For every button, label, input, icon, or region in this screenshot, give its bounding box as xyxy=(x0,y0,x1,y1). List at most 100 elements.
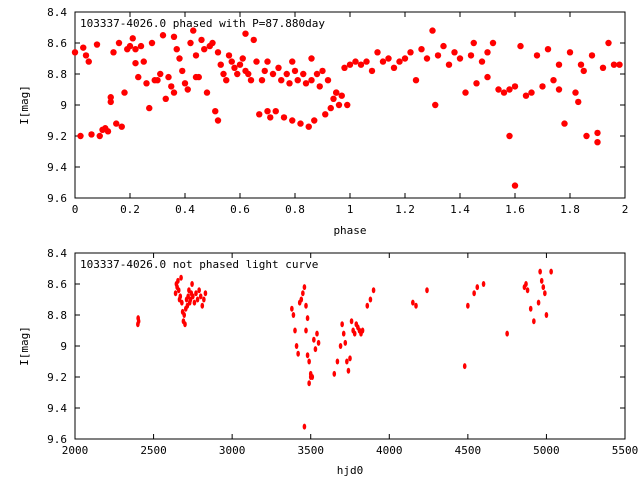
phased-data-point xyxy=(132,46,139,53)
phased-data-point xyxy=(451,49,458,56)
phased-data-point xyxy=(418,46,425,53)
phased-data-point xyxy=(544,46,552,53)
phased-data-point xyxy=(228,58,235,65)
phased-data-point xyxy=(137,42,145,50)
unphased-data-point xyxy=(532,318,536,325)
unphased-data-point xyxy=(348,355,352,362)
unphased-data-point xyxy=(352,330,357,337)
unphased-x-tick-label: 3000 xyxy=(219,444,246,457)
unphased-data-point xyxy=(307,358,311,365)
phased-data-point xyxy=(184,86,191,93)
phased-data-point xyxy=(214,117,222,124)
phased-data-point xyxy=(88,131,95,138)
unphased-data-point xyxy=(466,302,470,309)
phased-data-point xyxy=(267,114,274,121)
phased-data-point xyxy=(594,129,601,137)
phased-data-point xyxy=(506,86,513,93)
unphased-data-point xyxy=(538,268,542,275)
unphased-data-point xyxy=(345,358,349,365)
unphased-data-point xyxy=(308,374,313,380)
unphased-data-point xyxy=(304,327,308,334)
phased-data-point xyxy=(440,42,447,50)
phased-data-point xyxy=(346,61,354,68)
unphased-x-axis-label: hjd0 xyxy=(337,464,364,477)
phased-x-tick-label: 1.8 xyxy=(560,203,580,216)
phased-y-tick-label: 9 xyxy=(60,99,67,112)
phased-data-point xyxy=(322,111,329,118)
phased-data-point xyxy=(85,58,92,65)
phased-data-point xyxy=(313,70,321,78)
phased-data-point xyxy=(319,67,326,75)
phased-data-point xyxy=(96,132,103,140)
unphased-data-point xyxy=(472,290,476,297)
phased-data-point xyxy=(467,52,475,59)
unphased-data-point xyxy=(525,287,530,294)
phased-data-point xyxy=(363,58,370,65)
unphased-data-point xyxy=(180,299,184,306)
phased-data-point xyxy=(473,80,480,87)
phased-data-point xyxy=(374,49,381,56)
phased-data-point xyxy=(302,80,310,87)
phased-data-point xyxy=(341,64,348,72)
unphased-data-point xyxy=(338,343,343,349)
unphased-data-point xyxy=(178,293,183,300)
phased-data-point xyxy=(176,55,183,62)
phased-data-point xyxy=(190,27,197,34)
unphased-data-point xyxy=(302,284,307,291)
phased-data-point xyxy=(170,89,178,96)
unphased-data-point xyxy=(316,339,321,346)
phased-data-point xyxy=(192,73,200,81)
unphased-data-point xyxy=(536,299,541,306)
unphased-data-point xyxy=(136,318,141,325)
unphased-y-tick-label: 8.6 xyxy=(47,278,67,291)
unphased-data-point xyxy=(305,352,310,359)
phased-y-tick-label: 8.6 xyxy=(47,37,67,50)
phased-data-point xyxy=(107,98,114,106)
phased-data-point xyxy=(280,114,288,121)
unphased-data-point xyxy=(541,284,546,291)
phased-data-point xyxy=(580,67,587,75)
phased-data-point xyxy=(71,49,79,56)
phased-data-point xyxy=(583,132,590,140)
unphased-data-point xyxy=(294,343,299,349)
unphased-data-point xyxy=(481,281,486,287)
unphased-data-point xyxy=(197,287,201,294)
phased-data-point xyxy=(93,41,101,48)
unphased-data-point xyxy=(549,268,553,275)
unphased-data-point xyxy=(302,423,307,430)
phased-data-point xyxy=(291,67,299,75)
phased-data-point xyxy=(220,70,227,78)
unphased-data-points xyxy=(136,268,553,430)
phased-data-point xyxy=(511,182,519,189)
unphased-x-tick-label: 3500 xyxy=(297,444,324,457)
phased-chart: 0 0.2 0.4 0.6 0.8 1 1.2 1.4 1.6 1.8 2 8.4 8.6 8.8 9 9.2… xyxy=(18,6,628,237)
phased-data-point xyxy=(278,77,285,84)
unphased-data-point xyxy=(191,293,195,300)
phased-x-tick-label: 0.8 xyxy=(285,203,305,216)
unphased-data-point xyxy=(290,305,294,312)
unphased-x-tick-label: 5500 xyxy=(612,444,639,457)
phased-data-point xyxy=(77,132,84,140)
unphased-data-point xyxy=(194,290,198,297)
phased-data-point xyxy=(294,77,301,84)
phased-data-point xyxy=(223,77,230,84)
phased-data-point xyxy=(599,64,607,72)
phased-x-tick-label: 0.4 xyxy=(175,203,195,216)
phased-data-point xyxy=(434,52,442,59)
phased-data-point xyxy=(550,77,557,84)
phased-data-point xyxy=(470,39,477,47)
phased-data-point xyxy=(82,52,90,59)
phased-y-tick-label: 8.4 xyxy=(47,6,67,19)
unphased-data-point xyxy=(340,321,344,328)
phased-data-point xyxy=(456,55,464,62)
phased-data-point xyxy=(179,67,186,75)
unphased-data-point xyxy=(414,302,418,309)
phased-data-point xyxy=(283,70,290,78)
unphased-data-point xyxy=(462,363,467,370)
phased-data-point xyxy=(575,98,582,106)
phased-x-tick-label: 0.2 xyxy=(120,203,140,216)
unphased-data-point xyxy=(411,299,415,306)
phased-data-point xyxy=(212,108,219,115)
phased-data-point xyxy=(528,89,535,96)
